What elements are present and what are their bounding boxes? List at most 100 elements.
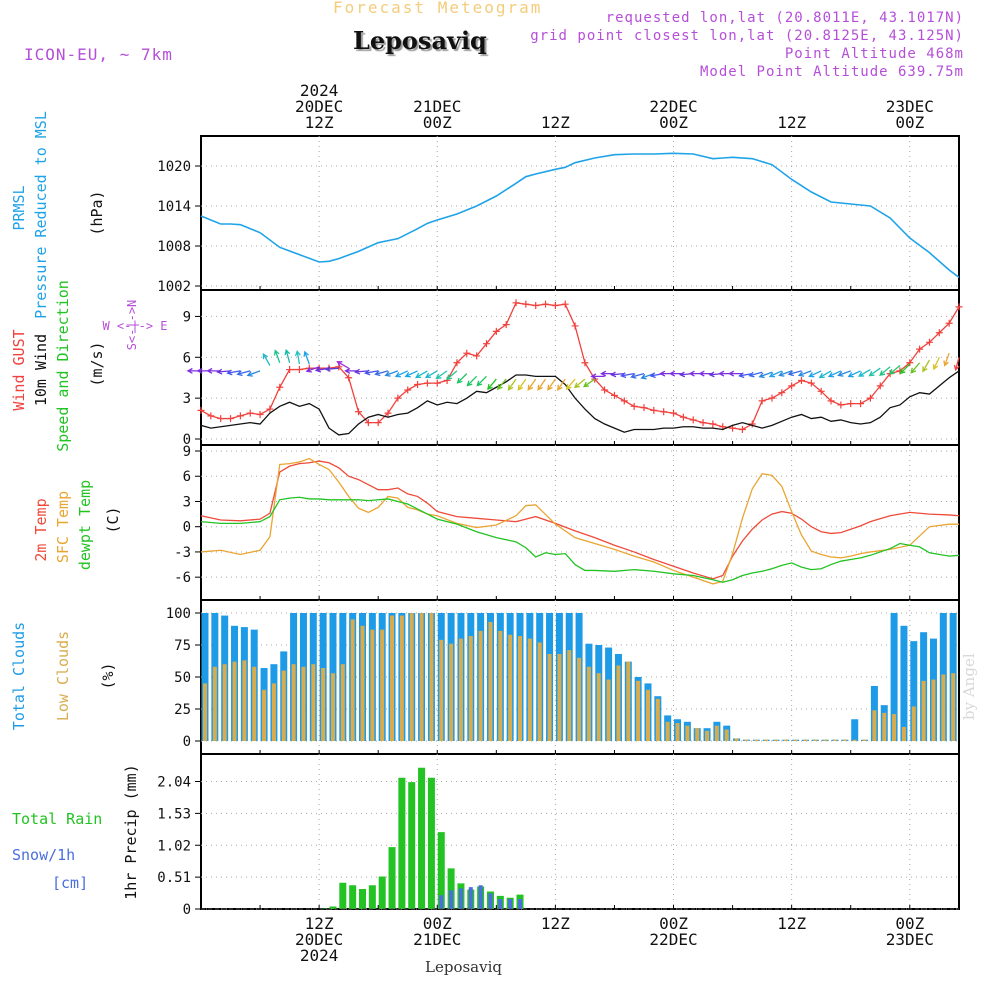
wind-direction-arrow	[748, 371, 763, 378]
low-clouds-bar	[951, 673, 956, 741]
total-clouds-bar	[851, 719, 859, 741]
gust-point	[699, 419, 707, 427]
gust-point	[788, 382, 796, 390]
gust-point	[414, 381, 422, 389]
low-clouds-bar	[764, 739, 769, 741]
wind-direction-arrow	[456, 373, 468, 384]
rain-bar	[349, 885, 357, 909]
temp-ytick-label: 0	[183, 520, 191, 536]
pressure-ytick-label: 1008	[157, 239, 191, 255]
snow-bar	[478, 885, 483, 909]
rain-bar	[339, 882, 347, 909]
temp-label-sfc: SFC Temp	[54, 491, 72, 563]
gust-point	[709, 420, 717, 428]
gust-point	[748, 420, 756, 428]
total-clouds-bar	[900, 625, 908, 741]
clouds-ytick-label: 0	[183, 734, 191, 750]
pressure-ytick-label: 1002	[157, 279, 191, 295]
clouds-ytick-label: 100	[166, 606, 191, 622]
gust-point	[384, 409, 392, 417]
wind-direction-arrow	[620, 372, 635, 379]
wind-ytick-label: 0	[183, 432, 191, 448]
low-clouds-bar	[537, 642, 542, 741]
low-clouds-bar	[655, 698, 660, 741]
wind-direction-arrow	[527, 378, 537, 391]
snow-bar	[508, 899, 513, 909]
gust-point	[532, 302, 540, 310]
low-clouds-bar	[488, 621, 493, 741]
low-clouds-bar	[252, 666, 257, 741]
temp2m-line	[200, 460, 960, 580]
bottom-time-label: 20DEC	[295, 930, 343, 949]
low-clouds-bar	[813, 739, 818, 741]
pressure-ytick-label: 1014	[157, 199, 191, 215]
gust-point	[561, 300, 569, 308]
wind-direction-arrow	[827, 370, 842, 378]
point-altitude: Point Altitude 468m	[784, 46, 964, 62]
gust-point	[935, 329, 943, 337]
location-title: Leposaviq	[353, 26, 487, 55]
bottom-time-label: 22DEC	[649, 930, 697, 949]
wind-direction-arrow	[226, 369, 241, 376]
gust-line	[200, 302, 960, 431]
low-clouds-bar	[557, 653, 562, 741]
model-altitude: Model Point Altitude 639.75m	[699, 64, 964, 80]
temp-label-dewpt: dewpt Temp	[76, 480, 94, 570]
wind-direction-arrow	[262, 353, 271, 366]
gust-point	[837, 401, 845, 409]
gust-point	[827, 397, 835, 405]
pressure-line	[200, 152, 960, 278]
wind-direction-arrow	[943, 352, 950, 367]
overlay-title: Forecast Meteogram	[333, 0, 543, 17]
wind-direction-arrow	[324, 366, 339, 372]
dewpt-line	[200, 496, 960, 583]
gust-point	[355, 408, 363, 416]
gust-point	[689, 416, 697, 424]
wind-direction-arrow	[556, 378, 566, 391]
wind-direction-arrow	[273, 349, 281, 363]
pressure-ytick-label: 1020	[157, 159, 191, 175]
wind-label-10m: 10m Wind	[32, 334, 50, 406]
rain-bar	[398, 777, 406, 909]
pressure-panel-frame	[200, 135, 960, 291]
temp-label-2m: 2m Temp	[32, 498, 50, 561]
rain-bar	[447, 868, 455, 909]
gust-point	[256, 410, 264, 418]
gust-point	[542, 300, 550, 308]
gust-point	[423, 379, 431, 387]
low-clouds-bar	[271, 683, 276, 741]
wind-direction-arrow	[236, 370, 251, 377]
wind-direction-arrow	[384, 370, 399, 377]
snow-bar	[468, 887, 473, 909]
footer-location: Leposaviq	[425, 958, 502, 976]
total-clouds-bar	[890, 613, 898, 741]
top-time-label: 23DEC	[886, 97, 934, 116]
low-clouds-bar	[242, 660, 247, 741]
wind-direction-arrow	[778, 370, 792, 377]
bottom-time-label: 12Z	[305, 914, 334, 933]
wind-ytick-label: 6	[183, 350, 191, 366]
precip-ytick-label: 0	[183, 902, 191, 918]
rain-bar	[418, 767, 426, 909]
low-clouds-bar	[498, 630, 503, 741]
low-clouds-bar	[636, 680, 641, 741]
gust-point	[217, 415, 225, 423]
wind-direction-arrow	[445, 370, 458, 381]
bottom-time-label: 00Z	[659, 914, 688, 933]
rain-bar	[388, 847, 396, 909]
low-clouds-bar	[439, 639, 444, 741]
low-clouds-bar	[429, 613, 434, 741]
precip-panel-frame	[200, 753, 960, 910]
top-time-label: 20DEC	[295, 97, 343, 116]
low-clouds-bar	[203, 683, 207, 741]
low-clouds-bar	[458, 638, 463, 741]
low-clouds-bar	[527, 638, 532, 741]
low-clouds-bar	[586, 666, 591, 741]
model-label: ICON-EU, ~ 7km	[24, 45, 173, 64]
wind-direction-arrow	[284, 348, 291, 363]
gust-point	[492, 327, 500, 335]
snow-bar	[498, 899, 503, 909]
low-clouds-bar	[705, 730, 710, 741]
rain-bar	[427, 777, 435, 909]
wind-direction-arrow	[590, 373, 605, 380]
